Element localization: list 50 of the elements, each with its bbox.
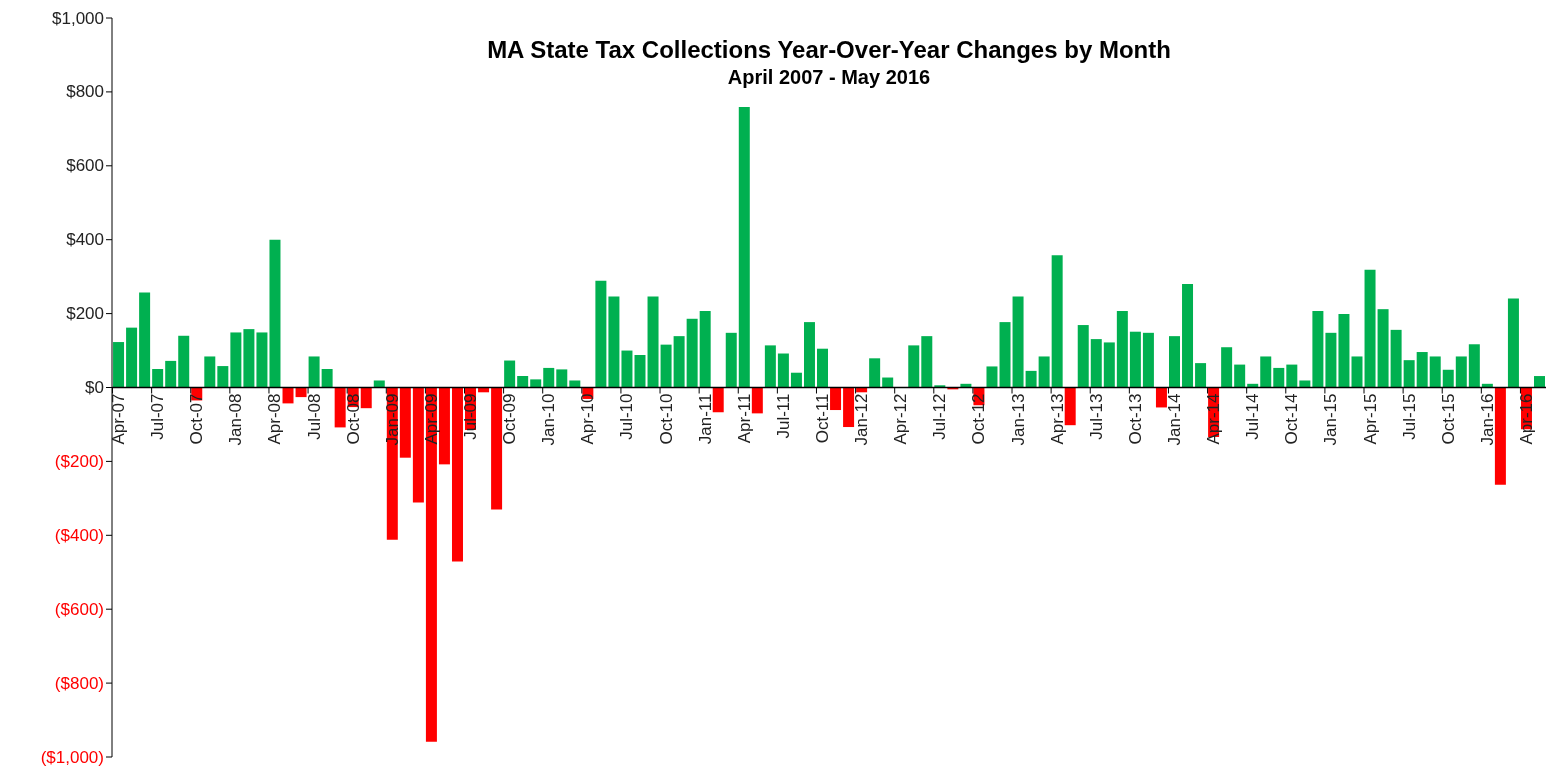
y-tick-label: ($400) [54, 525, 104, 545]
y-tick-label: $800 [66, 82, 104, 102]
x-tick-label: Jan-12 [852, 393, 872, 446]
y-tick-label: ($600) [54, 599, 104, 619]
x-tick-label: Jul-08 [304, 393, 324, 440]
y-tick-label: $600 [66, 156, 104, 176]
x-tick-label: Apr-16 [1516, 393, 1536, 445]
x-tick-label: Oct-12 [969, 393, 989, 445]
y-tick-label: ($1,000) [40, 747, 104, 767]
y-tick-label: $200 [66, 304, 104, 324]
x-tick-label: Apr-08 [265, 393, 285, 445]
x-tick-label: Jan-14 [1164, 393, 1184, 446]
x-tick-label: Apr-13 [1047, 393, 1067, 445]
x-tick-label: Apr-15 [1360, 393, 1380, 445]
x-tick-label: Apr-09 [421, 393, 441, 445]
y-tick-label: ($200) [54, 451, 104, 471]
x-tick-label: Oct-10 [656, 393, 676, 445]
y-tick-label: ($800) [54, 673, 104, 693]
x-tick-label: Oct-15 [1438, 393, 1458, 445]
x-tick-label: Jul-12 [930, 393, 950, 440]
x-tick-label: Jan-10 [539, 393, 559, 446]
text: MA State Tax Collections Year-Over-Year Changes by Month [486, 36, 1172, 64]
x-tick-label: Jul-09 [461, 393, 480, 440]
y-tick-label: $1,000 [52, 8, 104, 28]
x-tick-label: Apr-11 [734, 393, 754, 444]
x-tick-label: Oct-14 [1282, 393, 1302, 445]
y-tick-label: $0 [85, 378, 104, 397]
x-tick-label: Oct-13 [1125, 393, 1145, 445]
x-tick-label: Jan-16 [1477, 393, 1497, 446]
x-tick-label: Oct-07 [187, 393, 207, 445]
x-tick-label: Jul-11 [773, 393, 793, 439]
y-tick-label: $400 [66, 230, 104, 250]
x-tick-label: Oct-09 [500, 393, 520, 445]
text: April 2007 - May 2016 [726, 66, 932, 89]
x-tick-label: Jul-15 [1399, 393, 1419, 440]
x-tick-label: Oct-08 [343, 393, 363, 445]
x-tick-label: Jul-14 [1243, 393, 1263, 440]
x-tick-label: Apr-07 [109, 393, 129, 445]
x-tick-label: Jan-11 [695, 393, 715, 445]
x-tick-label: Jul-10 [617, 393, 637, 440]
x-tick-label: Jan-08 [226, 393, 246, 446]
x-tick-label: Apr-12 [891, 393, 911, 445]
x-tick-label: Jul-13 [1086, 393, 1106, 440]
x-tick-label: Jan-15 [1321, 393, 1341, 446]
x-tick-label: Jan-13 [1008, 393, 1028, 446]
x-tick-label: Jan-09 [382, 393, 402, 446]
x-tick-label: Apr-10 [578, 393, 598, 445]
x-tick-label: Apr-14 [1204, 393, 1224, 445]
x-tick-label: Oct-11 [812, 393, 832, 444]
x-tick-label: Jul-07 [148, 393, 168, 440]
